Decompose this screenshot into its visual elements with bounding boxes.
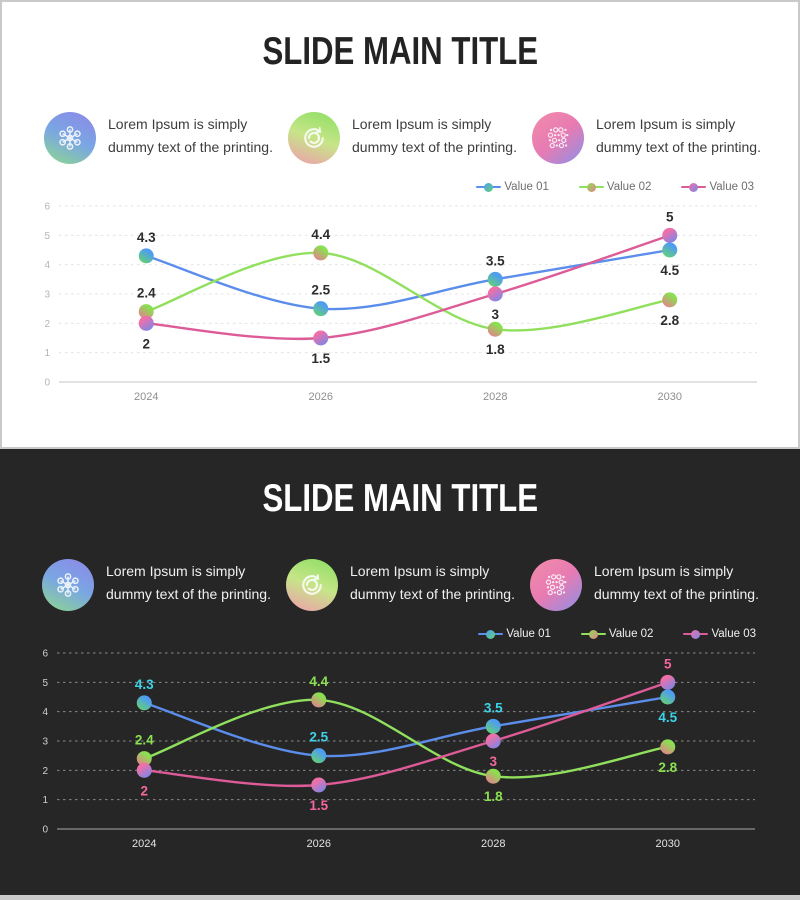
svg-text:2: 2 (42, 766, 48, 777)
feature-item: Lorem Ipsum is simply dummy text of the … (44, 112, 288, 172)
svg-text:1.8: 1.8 (486, 342, 505, 357)
svg-text:3.5: 3.5 (486, 253, 505, 268)
legend-marker (681, 182, 707, 192)
legend-marker (580, 629, 606, 639)
feature-text: Lorem Ipsum is simply dummy text of the … (108, 116, 273, 155)
svg-text:3: 3 (44, 290, 50, 301)
feature-item: Lorem Ipsum is simply dummy text of the … (42, 559, 286, 619)
svg-text:2: 2 (44, 319, 50, 330)
line-chart: 0 1 2 3 4 5 6 2024 2026 2028 2030 4.3 2.5 3.5 4.5 2.4 4.… (38, 196, 766, 406)
dot-matrix-icon (545, 574, 567, 596)
svg-text:2.8: 2.8 (658, 760, 677, 775)
legend-marker (476, 182, 502, 192)
svg-text:4: 4 (44, 260, 50, 271)
svg-text:2.5: 2.5 (309, 730, 328, 745)
sync-arrows-icon (302, 574, 322, 595)
feature-text: Lorem Ipsum is simply dummy text of the … (350, 563, 515, 602)
feature-icon-badge (42, 559, 94, 611)
molecule-network-icon (59, 126, 81, 150)
svg-text:6: 6 (42, 649, 48, 660)
feature-item: Lorem Ipsum is simply dummy text of the … (532, 112, 776, 172)
svg-text:3.5: 3.5 (484, 700, 503, 715)
svg-text:6: 6 (44, 202, 50, 213)
line-chart: 0 1 2 3 4 5 6 2024 2026 2028 2030 4.3 2.5 3.5 4.5 2.4 4.… (36, 643, 764, 853)
legend-marker (683, 629, 709, 639)
svg-text:3: 3 (491, 307, 499, 322)
svg-text:2024: 2024 (132, 838, 156, 850)
svg-text:2026: 2026 (307, 838, 331, 850)
legend-label: Value 01 (504, 181, 549, 193)
legend-label: Value 01 (506, 628, 551, 640)
legend-item-value-01: Value 01 (476, 181, 549, 193)
dot-matrix-icon (547, 127, 569, 149)
feature-icon-badge (530, 559, 582, 611)
svg-text:4.3: 4.3 (137, 230, 156, 245)
svg-text:2.4: 2.4 (135, 733, 154, 748)
feature-icon-badge (288, 112, 340, 164)
svg-text:1.5: 1.5 (309, 798, 328, 813)
legend-label: Value 02 (608, 628, 654, 640)
svg-text:2: 2 (142, 336, 150, 351)
svg-text:2.4: 2.4 (137, 286, 156, 301)
feature-icon-badge (44, 112, 96, 164)
molecule-network-icon (57, 573, 79, 597)
svg-text:4.4: 4.4 (311, 227, 330, 242)
sync-arrows-icon (304, 127, 324, 148)
svg-text:3: 3 (489, 754, 497, 769)
legend-item-value-03: Value 03 (683, 628, 756, 640)
page-title: SLIDE MAIN TITLE (262, 477, 538, 520)
svg-text:2: 2 (140, 783, 148, 798)
svg-text:1.5: 1.5 (311, 351, 330, 366)
svg-text:2.5: 2.5 (311, 283, 330, 298)
svg-text:0: 0 (44, 378, 50, 389)
legend-label: Value 03 (711, 628, 756, 640)
chart-legend: Value 01 Value 02 Value 03 (478, 628, 756, 640)
svg-text:0: 0 (42, 825, 48, 836)
svg-text:3: 3 (42, 737, 48, 748)
feature-item: Lorem Ipsum is simply dummy text of the … (288, 112, 532, 172)
svg-text:2.8: 2.8 (660, 313, 679, 328)
feature-text: Lorem Ipsum is simply dummy text of the … (106, 563, 271, 602)
feature-icon-badge (286, 559, 338, 611)
feature-text: Lorem Ipsum is simply dummy text of the … (596, 116, 761, 155)
svg-text:2026: 2026 (309, 391, 333, 403)
svg-text:5: 5 (666, 209, 674, 224)
legend-item-value-01: Value 01 (478, 628, 551, 640)
svg-text:1.8: 1.8 (484, 789, 503, 804)
svg-text:5: 5 (42, 678, 48, 689)
legend-marker (478, 629, 504, 639)
legend-label: Value 03 (709, 181, 754, 193)
svg-text:2024: 2024 (134, 391, 158, 403)
legend-item-value-02: Value 02 (578, 181, 652, 193)
svg-text:4: 4 (42, 707, 48, 718)
svg-text:5: 5 (664, 656, 672, 671)
feature-item: Lorem Ipsum is simply dummy text of the … (286, 559, 530, 619)
feature-item: Lorem Ipsum is simply dummy text of the … (530, 559, 774, 619)
feature-text: Lorem Ipsum is simply dummy text of the … (352, 116, 517, 155)
svg-text:2028: 2028 (481, 838, 505, 850)
slide-dark-variant: SLIDE MAIN TITLE Lorem Ipsum is simply d… (0, 449, 800, 895)
svg-text:5: 5 (44, 231, 50, 242)
feature-icon-badge (532, 112, 584, 164)
legend-marker (578, 182, 604, 192)
legend-label: Value 02 (606, 181, 652, 193)
svg-text:1: 1 (42, 795, 48, 806)
svg-text:1: 1 (44, 348, 50, 359)
svg-text:2030: 2030 (658, 391, 682, 403)
svg-text:4.4: 4.4 (309, 674, 328, 689)
svg-text:2028: 2028 (483, 391, 507, 403)
feature-text: Lorem Ipsum is simply dummy text of the … (594, 563, 759, 602)
slide-light-variant: SLIDE MAIN TITLE Lorem Ipsum is simply d… (0, 0, 800, 449)
svg-text:4.3: 4.3 (135, 677, 154, 692)
feature-row: Lorem Ipsum is simply dummy text of the … (42, 559, 774, 619)
legend-item-value-02: Value 02 (580, 628, 654, 640)
page-title: SLIDE MAIN TITLE (262, 30, 538, 73)
legend-item-value-03: Value 03 (681, 181, 754, 193)
svg-text:2030: 2030 (656, 838, 680, 850)
chart-legend: Value 01 Value 02 Value 03 (476, 181, 754, 193)
svg-text:4.5: 4.5 (658, 710, 677, 725)
svg-text:4.5: 4.5 (660, 263, 679, 278)
feature-row: Lorem Ipsum is simply dummy text of the … (44, 112, 772, 172)
